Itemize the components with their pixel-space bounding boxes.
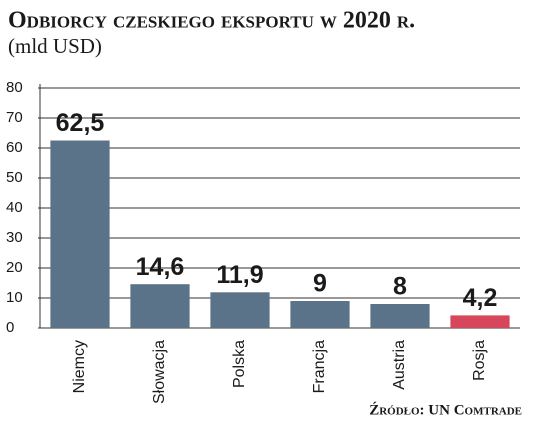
bar xyxy=(50,140,110,328)
y-tick-label: 60 xyxy=(6,139,23,156)
bar xyxy=(130,284,190,328)
x-tick-label: Francja xyxy=(311,340,328,393)
chart-title: Odbiorcy czeskiego eksportu w 2020 r. xyxy=(8,8,415,34)
value-label: 11,9 xyxy=(216,261,263,289)
y-tick-label: 40 xyxy=(6,199,23,216)
y-tick-label: 70 xyxy=(6,109,23,126)
y-tick-label: 30 xyxy=(6,229,23,246)
y-tick-label: 0 xyxy=(6,319,14,336)
value-label: 4,2 xyxy=(463,284,498,312)
value-label: 9 xyxy=(313,270,327,298)
source: Źródło: UN Comtrade xyxy=(369,401,522,418)
x-tick-label: Austria xyxy=(391,340,408,390)
bar xyxy=(370,304,430,328)
value-label: 14,6 xyxy=(136,253,185,281)
y-tick-label: 20 xyxy=(6,259,23,276)
bar xyxy=(450,315,510,328)
value-label: 8 xyxy=(393,273,407,301)
y-tick-label: 10 xyxy=(6,289,23,306)
y-tick-label: 50 xyxy=(6,169,23,186)
bar xyxy=(210,292,270,328)
y-tick-label: 80 xyxy=(6,79,23,96)
x-tick-label: Rosja xyxy=(471,340,488,381)
value-label: 62,5 xyxy=(56,109,105,137)
x-tick-label: Niemcy xyxy=(71,340,88,393)
x-tick-label: Polska xyxy=(231,340,248,388)
x-tick-label: Słowacja xyxy=(151,340,168,404)
chart-subtitle: (mld USD) xyxy=(8,34,102,58)
bar xyxy=(290,301,350,328)
